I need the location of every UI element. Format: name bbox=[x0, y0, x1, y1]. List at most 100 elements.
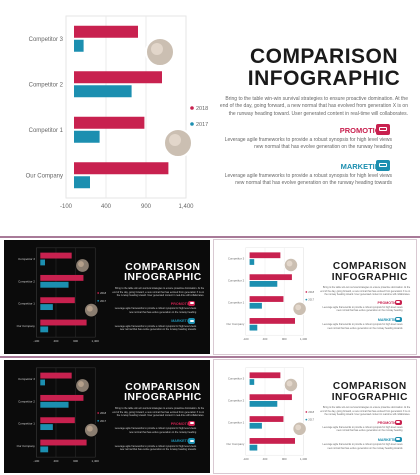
photo-highlight bbox=[151, 43, 163, 55]
thumbnail-light-1[interactable]: -100 400 900 1,400 Competitor 3 Competitor 2 C… bbox=[213, 239, 417, 355]
bar-2018 bbox=[40, 439, 87, 446]
team-icon-glyph bbox=[396, 438, 401, 441]
bar-2018 bbox=[249, 296, 284, 302]
title-line-1: COMPARISON bbox=[249, 45, 399, 68]
x-tick-label: 900 bbox=[282, 337, 287, 341]
x-tick-label: 900 bbox=[141, 204, 152, 210]
bar-2018 bbox=[249, 372, 281, 379]
title-line-1: COMPARISON bbox=[332, 381, 407, 393]
category-label: Our Company bbox=[17, 444, 36, 448]
team-icon bbox=[394, 316, 402, 323]
presentation-icon bbox=[394, 419, 402, 425]
title-line-2: INFOGRAPHIC bbox=[331, 271, 408, 283]
section-text-marketing: Leverage agile frameworks to provide a r… bbox=[114, 444, 197, 452]
thumbnail-light-2[interactable]: -100 400 900 1,400 Competitor 3 Competitor 2 C… bbox=[213, 359, 417, 474]
legend-label: 2017 bbox=[100, 299, 106, 303]
bar-2017 bbox=[249, 259, 255, 265]
bar-2017 bbox=[74, 130, 100, 143]
bar-2017 bbox=[249, 281, 278, 287]
team-icon-glyph bbox=[189, 319, 194, 322]
title-line-2: INFOGRAPHIC bbox=[247, 67, 401, 91]
section-heading-promotion: PROMOTION bbox=[170, 421, 194, 426]
page-title: COMPARISON INFOGRAPHIC bbox=[328, 262, 411, 283]
photo-highlight bbox=[78, 261, 84, 267]
legend-label: 2017 bbox=[308, 298, 314, 302]
category-label: Our Company bbox=[226, 442, 244, 446]
x-tick-label: 400 bbox=[263, 337, 268, 341]
bar-2017 bbox=[249, 422, 262, 429]
photo-highlight bbox=[295, 424, 302, 431]
section-text-promotion: Leverage agile frameworks to provide a r… bbox=[114, 427, 197, 434]
x-tick-label: 400 bbox=[54, 339, 59, 343]
bar-2017 bbox=[40, 424, 53, 431]
section-heading-promotion: PROMOTION bbox=[339, 126, 386, 135]
bar-2018 bbox=[74, 162, 169, 175]
legend-marker bbox=[190, 106, 194, 110]
section-heading-marketing: MARKETING bbox=[171, 439, 194, 444]
main-slide[interactable]: -100 400 900 1,400 Competitor 3 Competitor 2 C… bbox=[0, 0, 420, 236]
legend-marker bbox=[97, 412, 100, 414]
x-tick-label: -100 bbox=[33, 339, 39, 343]
bar-chart: -100 400 900 1,400 Competitor 3 Competitor 2 C… bbox=[26, 15, 208, 210]
x-tick-label: 1,400 bbox=[178, 204, 194, 210]
presentation-icon-glyph bbox=[396, 301, 401, 304]
team-icon bbox=[394, 436, 402, 443]
team-icon-glyph bbox=[379, 163, 387, 167]
bar-2017 bbox=[40, 379, 46, 386]
legend-marker bbox=[97, 419, 100, 422]
thumbnail-dark-1[interactable]: -100 400 900 1,400 Competitor 3 Competitor 2 C… bbox=[4, 240, 210, 354]
team-icon-glyph bbox=[189, 439, 194, 442]
legend-label: 2018 bbox=[308, 410, 314, 414]
bar-2017 bbox=[249, 401, 278, 407]
bar-2018 bbox=[40, 274, 84, 281]
bar-2018 bbox=[74, 116, 145, 129]
presentation-icon bbox=[188, 420, 196, 427]
bar-chart: -100 400 900 1,400 Competitor 3 Competitor 2 C… bbox=[226, 247, 315, 341]
section-text-promotion: Leverage agile frameworks to provide a r… bbox=[114, 307, 197, 314]
legend-label: 2018 bbox=[100, 411, 106, 415]
x-tick-label: 900 bbox=[73, 339, 78, 343]
category-label: Competitor 1 bbox=[18, 302, 35, 306]
x-tick-label: 400 bbox=[263, 457, 268, 461]
legend-marker bbox=[305, 291, 308, 293]
category-label: Competitor 3 bbox=[29, 37, 64, 43]
category-label: Competitor 2 bbox=[18, 279, 35, 283]
category-label: Competitor 3 bbox=[228, 257, 245, 261]
x-tick-label: 1,400 bbox=[300, 337, 308, 341]
section-heading-marketing: MARKETING bbox=[377, 437, 400, 442]
bar-2018 bbox=[249, 416, 284, 422]
bar-2017 bbox=[40, 259, 46, 266]
bar-2018 bbox=[74, 25, 138, 38]
legend-marker bbox=[97, 292, 100, 294]
section-heading-promotion: PROMOTION bbox=[170, 301, 194, 306]
legend-label: 2017 bbox=[196, 122, 208, 128]
presentation-icon bbox=[376, 124, 390, 135]
bar-2018 bbox=[40, 297, 75, 304]
category-label: Our Company bbox=[17, 324, 36, 328]
description-text: Bring to the table win-win survival stra… bbox=[112, 287, 205, 298]
slide-divider bbox=[0, 236, 420, 238]
x-tick-label: -100 bbox=[60, 204, 73, 210]
title-line-2: INFOGRAPHIC bbox=[331, 391, 408, 403]
bar-2018 bbox=[40, 394, 84, 401]
section-text-marketing: Leverage agile frameworks to provide a r… bbox=[114, 324, 197, 332]
bar-2017 bbox=[40, 401, 69, 408]
bar-2017 bbox=[74, 39, 84, 52]
bar-2018 bbox=[249, 318, 295, 324]
thumbnail-dark-2[interactable]: -100 400 900 1,400 Competitor 3 Competitor 2 C… bbox=[4, 360, 210, 473]
category-label: Our Company bbox=[26, 173, 63, 179]
photo-highlight bbox=[78, 381, 84, 387]
team-icon bbox=[376, 160, 390, 171]
description-text: Bring to the table win-win survival stra… bbox=[219, 96, 408, 117]
presentation-icon-glyph bbox=[189, 302, 194, 305]
x-tick-label: 1,400 bbox=[92, 459, 100, 463]
title-line-1: COMPARISON bbox=[125, 381, 201, 393]
x-tick-label: 900 bbox=[73, 459, 78, 463]
bar-chart: -100 400 900 1,400 Competitor 3 Competitor 2 C… bbox=[17, 367, 107, 463]
description-text: Bring to the table win-win survival stra… bbox=[112, 407, 205, 418]
bar-2018 bbox=[40, 417, 75, 424]
bar-2018 bbox=[40, 372, 72, 379]
bar-chart: -100 400 900 1,400 Competitor 3 Competitor 2 C… bbox=[17, 247, 107, 343]
section-text-promotion: Leverage agile frameworks to provide a r… bbox=[322, 305, 403, 313]
category-label: Competitor 1 bbox=[18, 422, 35, 426]
